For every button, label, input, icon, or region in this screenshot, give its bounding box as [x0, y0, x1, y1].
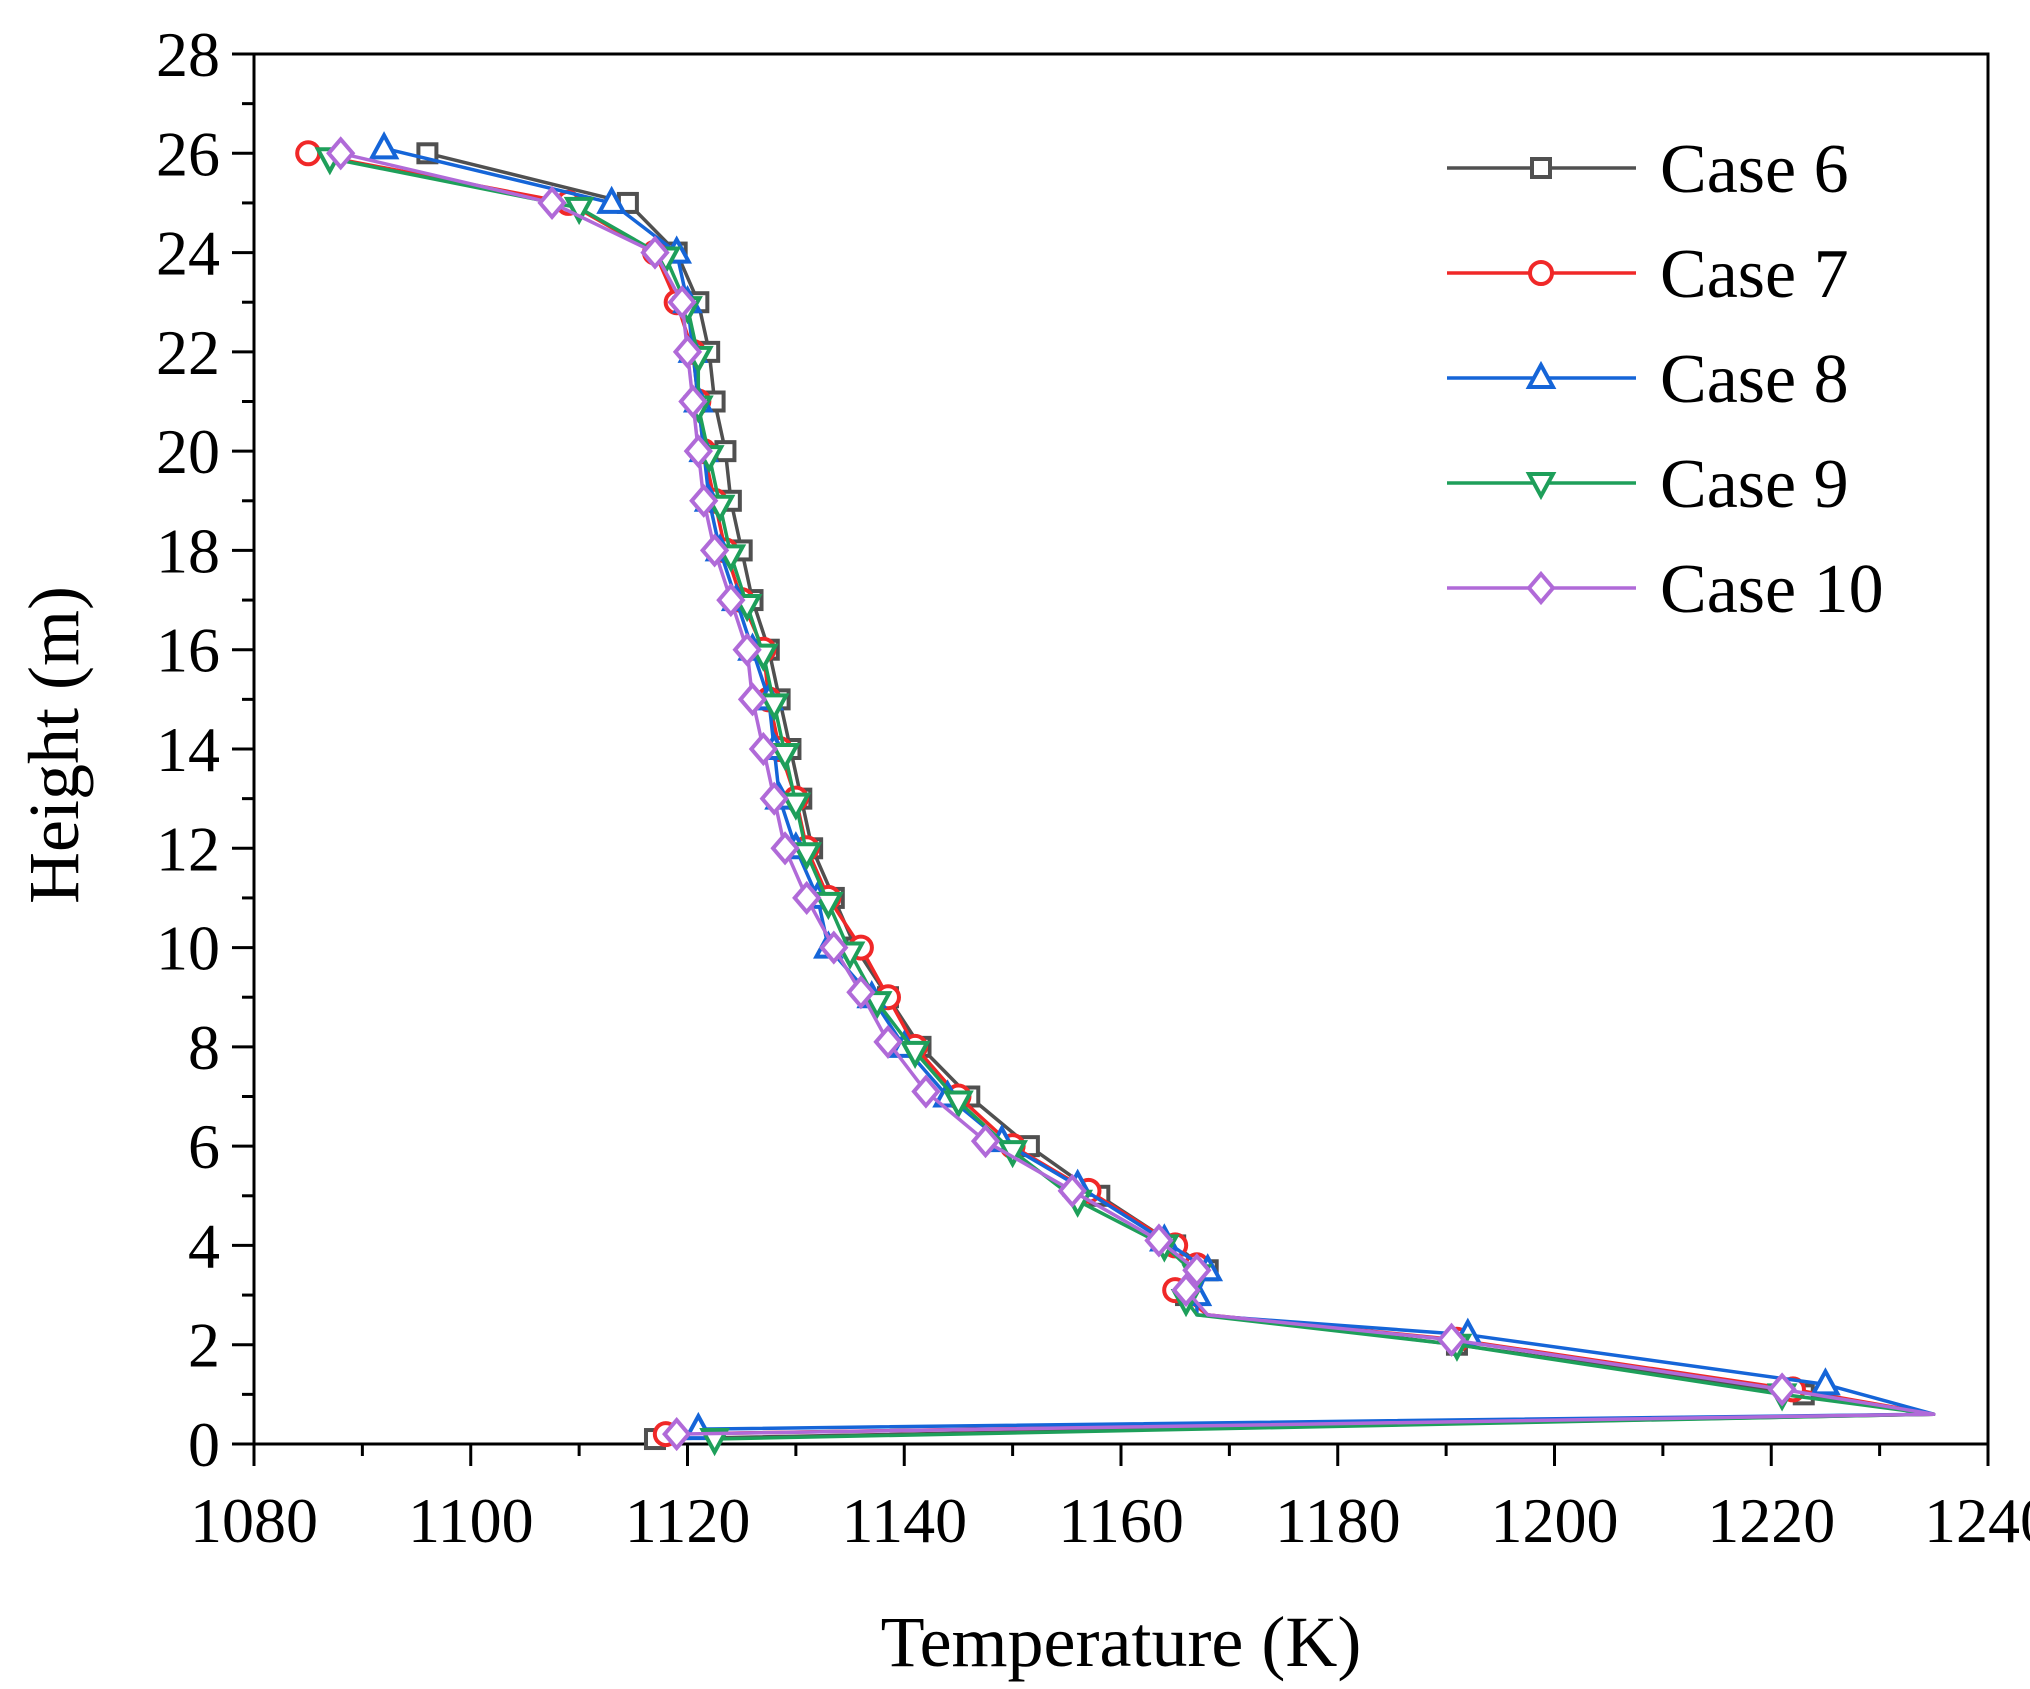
data-point	[970, 1124, 1001, 1159]
data-point	[716, 582, 746, 618]
data-point	[662, 1416, 692, 1452]
legend-marker	[1528, 260, 1554, 286]
data-point	[769, 742, 801, 772]
x-tick-label: 1180	[1275, 1485, 1401, 1556]
data-point	[563, 196, 595, 226]
y-tick-label: 22	[156, 317, 220, 388]
data-point	[667, 285, 697, 320]
y-tick-label: 14	[156, 714, 220, 785]
legend-item: Case 6	[1447, 131, 1849, 208]
data-point	[699, 533, 730, 568]
legend-item: Case 10	[1447, 551, 1884, 628]
y-tick-label: 28	[156, 19, 220, 90]
legend-marker	[1525, 360, 1557, 389]
legend-marker	[1525, 472, 1557, 501]
y-tick-label: 16	[156, 615, 220, 686]
legend-label: Case 7	[1660, 236, 1849, 313]
data-point	[672, 334, 703, 369]
legend-item: Case 7	[1447, 236, 1849, 313]
data-point	[732, 632, 762, 667]
legend-marker	[1530, 157, 1552, 179]
data-point	[819, 930, 849, 965]
data-point	[792, 880, 822, 916]
data-point	[537, 185, 567, 221]
y-tick-label: 0	[188, 1409, 220, 1480]
data-point	[295, 140, 322, 167]
data-point	[780, 792, 812, 821]
series-layer	[295, 131, 1936, 1457]
series-case-7	[295, 140, 1936, 1448]
y-tick-label: 8	[188, 1012, 220, 1083]
legend: Case 6 Case 7 Case 8 Case 9 Case 10	[1447, 131, 1884, 628]
data-point	[596, 185, 628, 214]
data-point	[699, 1428, 730, 1457]
legend-item: Case 8	[1447, 341, 1849, 418]
x-tick-label: 1080	[190, 1485, 318, 1556]
data-point	[678, 384, 708, 419]
data-point	[1057, 1173, 1087, 1208]
data-point	[1767, 1372, 1797, 1407]
series-case-10	[326, 136, 1936, 1452]
data-point	[683, 434, 713, 469]
data-point	[1810, 1367, 1841, 1396]
data-point	[758, 693, 790, 722]
legend-label: Case 9	[1660, 446, 1849, 523]
data-point	[770, 831, 800, 866]
data-point	[899, 1040, 931, 1069]
y-tick-label: 2	[188, 1310, 220, 1381]
data-point	[640, 235, 670, 270]
data-point	[873, 1024, 903, 1059]
y-axis-title: Height (m)	[14, 586, 94, 904]
y-tick-label: 26	[156, 118, 220, 189]
data-point	[943, 1090, 974, 1119]
x-axis-title: Temperature (K)	[881, 1602, 1362, 1682]
data-point	[1436, 1322, 1467, 1357]
legend-label: Case 8	[1660, 341, 1849, 418]
legend-label: Case 10	[1660, 551, 1884, 628]
y-tick-label: 20	[156, 416, 220, 487]
y-tick-label: 18	[156, 515, 220, 586]
data-point	[759, 781, 789, 816]
data-point	[846, 975, 876, 1010]
legend-item: Case 9	[1447, 446, 1849, 523]
data-point	[1144, 1223, 1174, 1258]
data-point	[1171, 1273, 1201, 1308]
data-point	[326, 136, 356, 171]
data-point	[911, 1074, 941, 1109]
data-point	[737, 682, 768, 717]
x-tick-label: 1220	[1707, 1485, 1835, 1556]
legend-marker	[1526, 570, 1556, 606]
data-point	[689, 483, 719, 518]
y-tick-label: 10	[156, 913, 220, 984]
y-tick-label: 4	[188, 1210, 220, 1281]
x-tick-label: 1100	[408, 1485, 534, 1556]
y-tick-label: 12	[156, 813, 220, 884]
legend-label: Case 6	[1660, 131, 1849, 208]
x-tick-label: 1160	[1058, 1485, 1184, 1556]
data-point	[813, 891, 844, 921]
data-point	[861, 991, 893, 1020]
data-point	[791, 842, 823, 871]
data-point	[1182, 1253, 1212, 1288]
y-tick-label: 24	[156, 218, 220, 289]
data-point	[748, 731, 778, 767]
x-tick-label: 1120	[625, 1485, 751, 1556]
data-point	[368, 131, 400, 160]
x-tick-label: 1200	[1491, 1485, 1619, 1556]
x-tick-label: 1140	[841, 1485, 967, 1556]
y-tick-label: 6	[188, 1111, 220, 1182]
